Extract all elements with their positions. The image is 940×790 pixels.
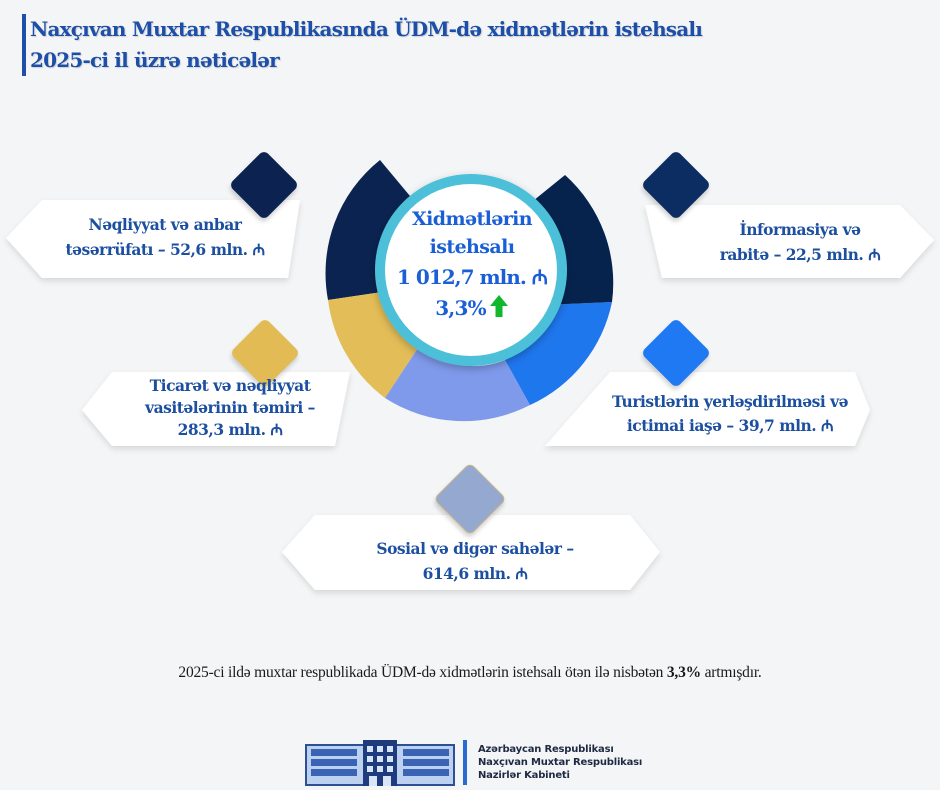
logo-line-1: Azərbaycan Respublikası bbox=[478, 744, 614, 755]
title-line-2: 2025-ci il üzrə nəticələr bbox=[30, 48, 280, 72]
label-ict: İnformasiya və rabitə – 22,5 mln. ₼ bbox=[690, 217, 910, 267]
title-line-1: Naxçıvan Muxtar Respublikasında ÜDM-də x… bbox=[30, 17, 703, 41]
label-trade: Ticarət və nəqliyyat vasitələrinin təmir… bbox=[120, 375, 340, 441]
label-social: Sosial və digər sahələr – 614,6 mln. ₼ bbox=[340, 536, 610, 586]
label-tourism-line-1: Turistlərin yerləşdirilməsi və bbox=[611, 392, 849, 411]
summary-highlight: 3,3% bbox=[666, 664, 701, 681]
label-ict-line-1: İnformasiya və bbox=[739, 220, 861, 239]
summary-statement: 2025-ci ildə muxtar respublikada ÜDM-də … bbox=[0, 664, 940, 682]
label-card-transport bbox=[6, 200, 300, 278]
label-ict-line-2: rabitə – 22,5 mln. ₼ bbox=[719, 245, 881, 264]
logo-line-2: Naxçıvan Muxtar Respublikası bbox=[478, 757, 643, 768]
segment-transport bbox=[325, 160, 430, 300]
label-card-tourism bbox=[545, 372, 870, 446]
logo-text: Azərbaycan Respublikası Naxçıvan Muxtar … bbox=[478, 743, 642, 782]
government-building-logo-icon bbox=[305, 740, 455, 790]
label-tourism: Turistlərin yerləşdirilməsi və ictimai i… bbox=[600, 390, 860, 438]
center-summary: Xidmətlərin istehsalı 1 012,7 mln. ₼ 3,3… bbox=[382, 205, 562, 326]
summary-text: 2025-ci ildə muxtar respublikada ÜDM-də … bbox=[178, 664, 667, 681]
label-trade-line-2: vasitələrinin təmiri – bbox=[145, 398, 315, 417]
segment-tourism bbox=[505, 302, 612, 405]
label-tourism-line-2: ictimai iaşə – 39,7 mln. ₼ bbox=[626, 416, 834, 435]
logo-line-3: Nazirlər Kabineti bbox=[478, 770, 570, 781]
page-title: Naxçıvan Muxtar Respublikasında ÜDM-də x… bbox=[22, 14, 703, 76]
center-growth: 3,3% bbox=[382, 293, 562, 326]
label-transport-line-2: təsərrüfatı – 52,6 mln. ₼ bbox=[65, 240, 265, 259]
label-trade-line-1: Ticarət və nəqliyyat bbox=[149, 376, 311, 395]
label-card-ict bbox=[645, 205, 934, 278]
label-card-social bbox=[282, 515, 660, 590]
label-social-line-2: 614,6 mln. ₼ bbox=[422, 564, 528, 583]
label-transport: Nəqliyyat və anbar təsərrüfatı – 52,6 ml… bbox=[40, 212, 290, 262]
center-disc bbox=[385, 184, 557, 356]
label-trade-line-3: 283,3 mln. ₼ bbox=[177, 420, 283, 439]
segment-social bbox=[385, 345, 530, 422]
label-transport-line-1: Nəqliyyat və anbar bbox=[88, 215, 242, 234]
label-card-trade bbox=[82, 372, 350, 446]
center-title-line-2: istehsalı bbox=[429, 236, 515, 258]
logo-divider bbox=[463, 740, 467, 785]
label-social-line-1: Sosial və digər sahələr – bbox=[376, 539, 574, 558]
center-title-line-1: Xidmətlərin bbox=[412, 208, 533, 230]
up-arrow-icon bbox=[489, 294, 509, 326]
growth-value: 3,3% bbox=[435, 296, 486, 320]
center-total: 1 012,7 mln. ₼ bbox=[397, 265, 548, 289]
summary-text-end: artmışdır. bbox=[700, 664, 762, 681]
